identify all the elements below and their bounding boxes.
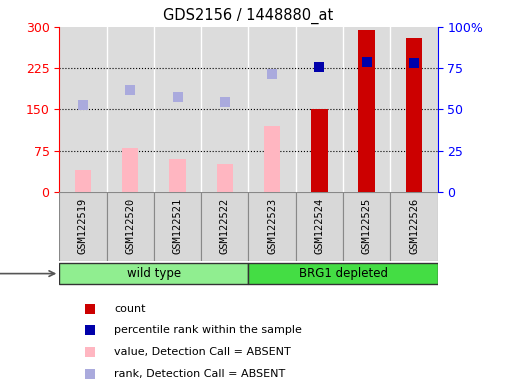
Bar (59, 192, 107, 261)
Bar (107, 192, 154, 261)
Title: GDS2156 / 1448880_at: GDS2156 / 1448880_at (163, 8, 334, 24)
Bar (248, 27, 296, 192)
Point (85, 371, 94, 377)
Bar (107, 27, 154, 192)
Bar (248, 263, 438, 284)
Bar (311, 109, 328, 192)
Bar (248, 192, 296, 261)
Bar (343, 27, 390, 192)
Text: value, Detection Call = ABSENT: value, Detection Call = ABSENT (114, 347, 290, 357)
Bar (122, 148, 139, 192)
Bar (406, 38, 422, 192)
Bar (201, 27, 248, 192)
Bar (343, 192, 390, 261)
Bar (154, 27, 201, 192)
Text: rank, Detection Call = ABSENT: rank, Detection Call = ABSENT (114, 369, 285, 379)
Bar (390, 192, 438, 261)
Text: GSM122525: GSM122525 (362, 197, 372, 254)
Bar (358, 30, 375, 192)
Point (85, 327, 94, 333)
Point (85, 306, 94, 312)
Point (85, 349, 94, 355)
Bar (59, 27, 107, 192)
Point (221, 99, 229, 105)
Text: GSM122524: GSM122524 (315, 197, 324, 254)
Text: GSM122521: GSM122521 (173, 197, 182, 254)
Text: percentile rank within the sample: percentile rank within the sample (114, 325, 302, 335)
Point (315, 63, 323, 70)
Bar (216, 164, 233, 192)
Text: wild type: wild type (127, 267, 181, 280)
Text: GSM122526: GSM122526 (409, 197, 419, 254)
Point (174, 94, 182, 100)
Text: GSM122523: GSM122523 (267, 197, 277, 254)
Text: count: count (114, 304, 145, 314)
Bar (201, 192, 248, 261)
Bar (390, 27, 438, 192)
Bar (296, 27, 343, 192)
Bar (75, 170, 91, 192)
Text: BRG1 depleted: BRG1 depleted (299, 267, 388, 280)
Text: GSM122522: GSM122522 (220, 197, 230, 254)
Bar (264, 126, 281, 192)
Bar (169, 159, 186, 192)
Bar (296, 192, 343, 261)
Point (363, 58, 371, 65)
Point (410, 60, 418, 66)
Text: GSM122519: GSM122519 (78, 197, 88, 254)
Bar (154, 192, 201, 261)
Point (268, 71, 276, 77)
Text: GSM122520: GSM122520 (125, 197, 135, 254)
Point (79, 102, 87, 108)
Bar (59, 263, 248, 284)
Point (126, 87, 134, 93)
